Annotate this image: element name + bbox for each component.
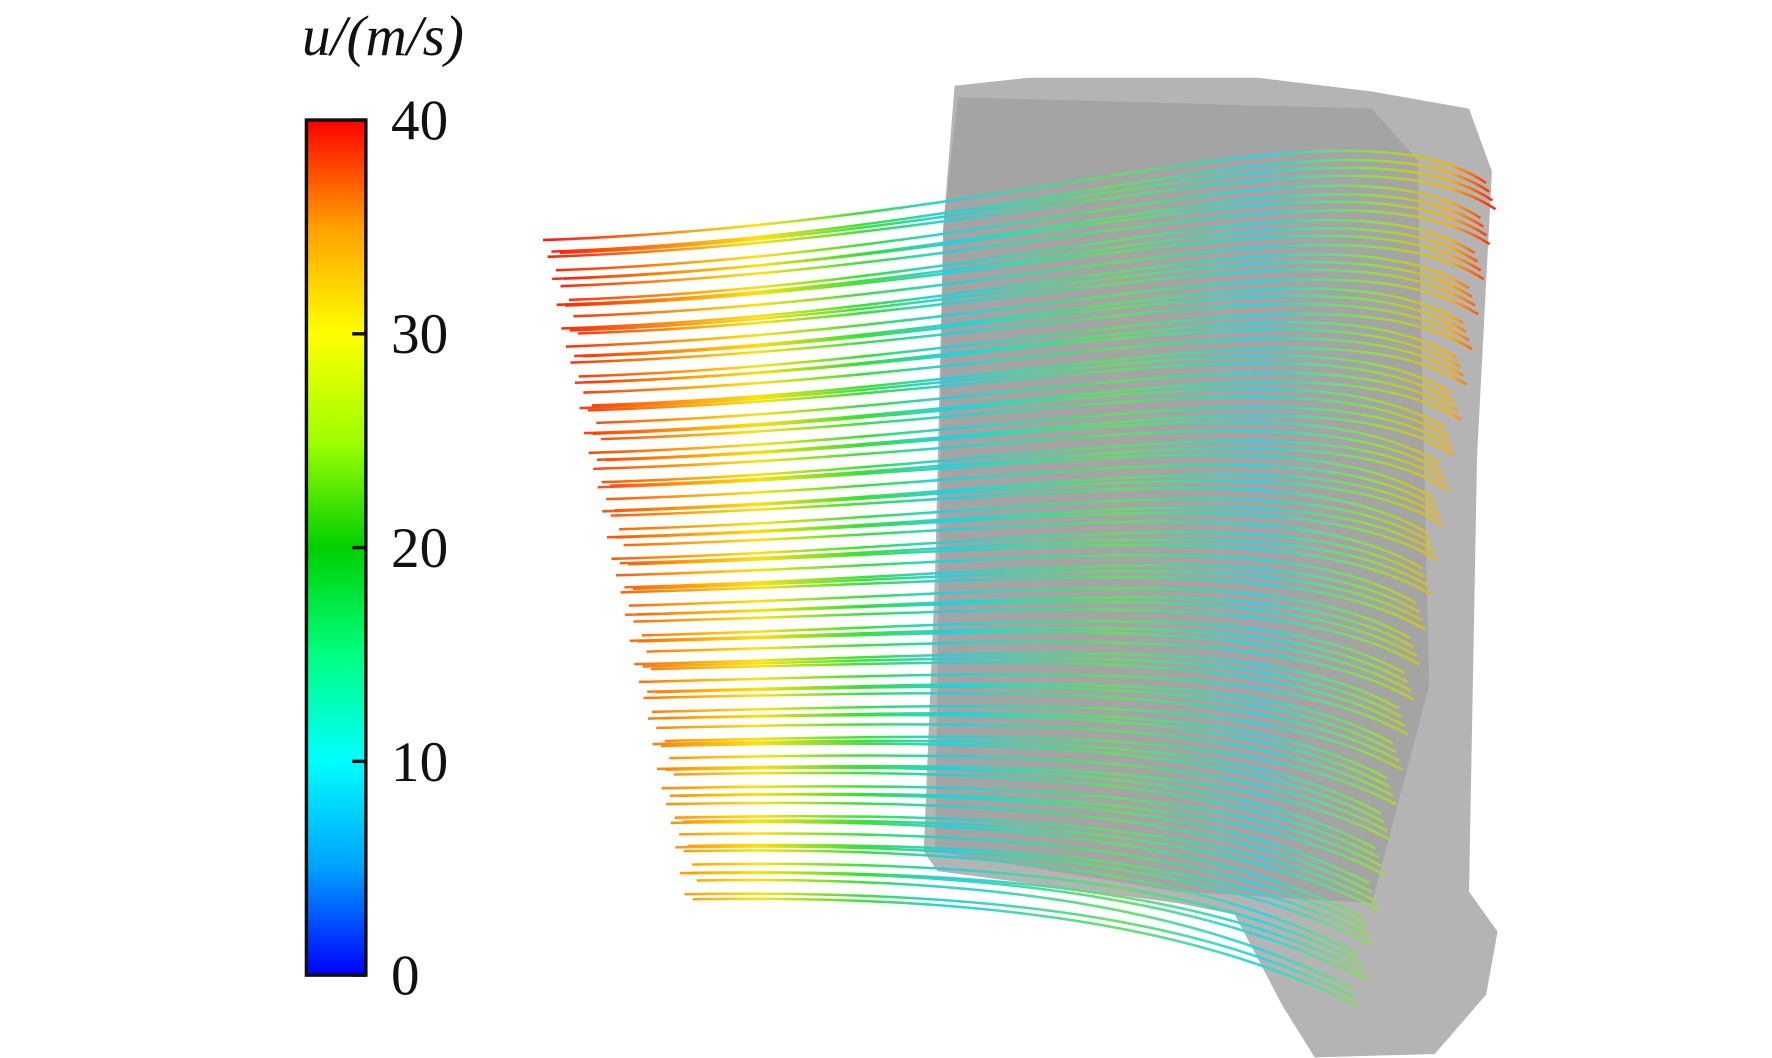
streamline bbox=[633, 608, 1421, 666]
streamline bbox=[615, 553, 1417, 605]
streamline bbox=[543, 149, 1487, 242]
tick-label: 30 bbox=[391, 303, 448, 366]
tick-label: 20 bbox=[391, 517, 448, 580]
streamline bbox=[673, 771, 1379, 859]
streamline bbox=[660, 742, 1385, 824]
streamline bbox=[641, 619, 1406, 675]
streamline bbox=[552, 200, 1488, 281]
streamline bbox=[593, 429, 1444, 473]
streamline bbox=[638, 630, 1412, 692]
streamline bbox=[547, 174, 1497, 259]
streamline bbox=[578, 312, 1473, 378]
streamline bbox=[634, 651, 1400, 710]
streamline bbox=[623, 520, 1423, 570]
streamline bbox=[624, 563, 1420, 614]
streamline bbox=[692, 862, 1362, 964]
streamline bbox=[551, 158, 1490, 253]
streamline bbox=[569, 260, 1473, 332]
streamline bbox=[588, 405, 1453, 455]
colorbar-ticks: 0 10 20 30 40 bbox=[352, 89, 448, 1008]
streamline bbox=[619, 497, 1432, 543]
streamline bbox=[647, 713, 1391, 789]
streamline bbox=[611, 531, 1426, 579]
streamline bbox=[687, 843, 1371, 938]
streamline bbox=[596, 371, 1459, 425]
streamline bbox=[601, 439, 1447, 484]
streamline bbox=[605, 420, 1441, 465]
streamline bbox=[656, 723, 1394, 797]
streamline bbox=[646, 640, 1415, 701]
streamline bbox=[669, 754, 1388, 832]
tick-label: 10 bbox=[391, 731, 448, 794]
streamline bbox=[651, 704, 1403, 771]
streamline bbox=[584, 380, 1462, 435]
streamline bbox=[578, 268, 1476, 335]
streamline bbox=[561, 253, 1470, 330]
streamline bbox=[597, 453, 1435, 500]
streamline bbox=[574, 328, 1461, 385]
streamline bbox=[568, 218, 1476, 302]
streamline bbox=[628, 587, 1411, 640]
streamline bbox=[625, 600, 1418, 657]
streamline bbox=[574, 287, 1464, 358]
streamlines bbox=[543, 149, 1497, 1008]
streamline bbox=[688, 871, 1368, 981]
streamline bbox=[620, 575, 1427, 631]
streamline bbox=[570, 302, 1470, 364]
streamline bbox=[609, 447, 1450, 491]
streamline bbox=[682, 819, 1380, 911]
streamline bbox=[642, 656, 1403, 719]
streamline bbox=[565, 234, 1482, 307]
streamline bbox=[655, 685, 1397, 754]
streamline bbox=[664, 735, 1397, 806]
streamline bbox=[587, 361, 1455, 412]
streamline bbox=[684, 892, 1356, 999]
streamline bbox=[674, 815, 1377, 903]
streamline bbox=[606, 463, 1438, 508]
streamline bbox=[657, 764, 1392, 841]
streamline bbox=[560, 209, 1491, 288]
streamline bbox=[602, 479, 1444, 526]
streamline bbox=[670, 820, 1365, 920]
streamline bbox=[638, 673, 1409, 736]
streamline bbox=[610, 486, 1429, 535]
streamline bbox=[678, 793, 1370, 885]
streamline bbox=[632, 569, 1423, 622]
tick-label: 40 bbox=[391, 89, 448, 152]
streamline bbox=[683, 849, 1359, 955]
streamline bbox=[665, 766, 1376, 850]
streamline bbox=[652, 739, 1382, 815]
streamline bbox=[573, 243, 1485, 318]
streamline bbox=[692, 897, 1359, 1008]
streamline bbox=[675, 845, 1374, 946]
streamline bbox=[696, 878, 1353, 990]
streamline bbox=[579, 354, 1452, 410]
streamline bbox=[591, 347, 1467, 407]
streamline bbox=[619, 538, 1429, 587]
streamline bbox=[555, 184, 1482, 272]
streamline bbox=[661, 785, 1383, 867]
streamline bbox=[582, 294, 1467, 358]
streamline bbox=[559, 166, 1494, 255]
colorbar-title: u/(m/s) bbox=[302, 5, 464, 68]
streamline bbox=[600, 395, 1450, 441]
streamline bbox=[615, 511, 1438, 561]
streamline bbox=[628, 543, 1432, 596]
tick-label: 0 bbox=[391, 945, 420, 1008]
streamline bbox=[565, 278, 1479, 348]
streamline bbox=[556, 227, 1479, 307]
streamline bbox=[583, 337, 1464, 394]
streamline bbox=[679, 832, 1368, 929]
streamline bbox=[666, 801, 1374, 894]
streamline bbox=[643, 692, 1400, 762]
streamline bbox=[650, 661, 1406, 727]
streamline bbox=[592, 387, 1446, 436]
